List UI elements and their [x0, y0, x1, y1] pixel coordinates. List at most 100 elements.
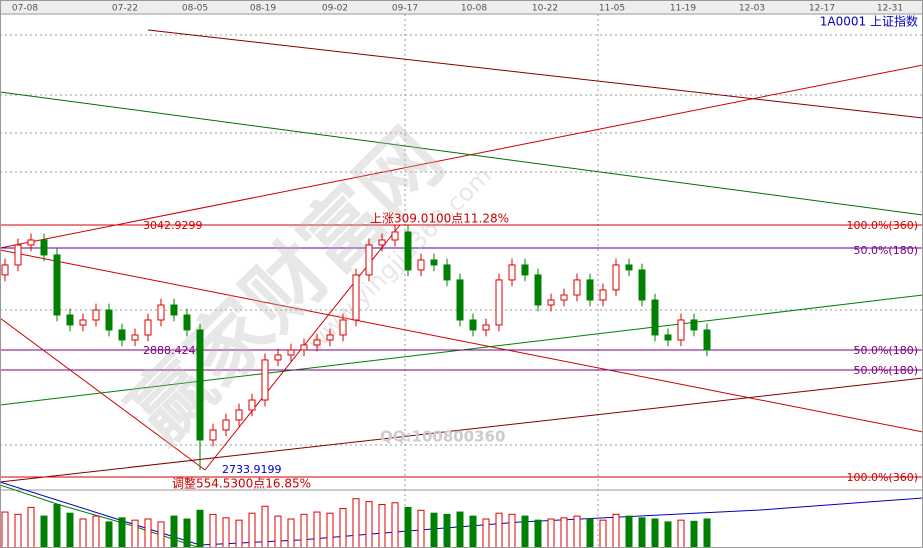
candle-body — [456, 279, 464, 321]
volume-bar — [66, 512, 74, 548]
candle-body — [430, 259, 438, 266]
candle-body — [339, 319, 347, 336]
volume-bar — [274, 515, 282, 548]
candle-body — [1, 264, 9, 276]
volume-bar — [417, 509, 425, 548]
volume-bar — [209, 513, 217, 548]
volume-bar — [352, 498, 360, 548]
volume-bar — [1, 511, 9, 548]
volume-bar — [677, 519, 685, 548]
candle-body — [196, 329, 204, 441]
fib-label: 100.0%(360) — [846, 471, 918, 484]
candle-body — [313, 339, 321, 346]
x-tick-label: 07-22 — [112, 4, 138, 14]
volume-bar — [92, 515, 100, 548]
x-tick-label: 11-05 — [599, 4, 625, 14]
volume-bar — [586, 518, 594, 548]
volume-bar — [157, 521, 165, 548]
x-tick-label: 12-03 — [739, 4, 765, 14]
trend-line — [0, 91, 923, 216]
candle-body — [352, 274, 360, 321]
volume-ma — [0, 484, 201, 548]
volume-bar — [664, 521, 672, 548]
candle-body — [638, 269, 646, 301]
fall-label: 调整554.5300点16.85% — [172, 476, 311, 491]
candle-body — [573, 279, 581, 296]
volume-bar — [690, 520, 698, 548]
price-label: 3042.9299 — [143, 219, 203, 232]
candle-body — [690, 319, 698, 331]
volume-bar — [287, 518, 295, 548]
candle-body — [534, 274, 542, 306]
candle-body — [378, 239, 386, 246]
volume-bar — [118, 517, 126, 548]
volume-bar — [482, 518, 490, 548]
volume-bar — [430, 512, 438, 548]
candle-body — [79, 319, 87, 326]
x-tick-label: 10-08 — [461, 4, 487, 14]
candle-body — [651, 299, 659, 336]
candle-body — [404, 231, 412, 271]
volume-bar — [703, 518, 711, 548]
volume-bar — [144, 518, 152, 548]
volume-bar — [183, 518, 191, 548]
candle-body — [365, 244, 373, 276]
volume-bar — [105, 521, 113, 548]
volume-bar — [547, 518, 555, 548]
candle-body — [183, 314, 191, 331]
candle-body — [482, 324, 490, 331]
candle-body — [209, 429, 217, 441]
volume-bar — [300, 513, 308, 548]
volume-bar — [261, 505, 269, 548]
trend-line — [0, 377, 923, 483]
fib-label: 50.0%(180) — [853, 244, 918, 257]
candle-body — [521, 264, 529, 276]
price-label: 2888.4249 — [143, 344, 203, 357]
symbol: 1A0001 上证指数 — [820, 14, 918, 29]
candle-body — [612, 264, 620, 291]
candle-body — [560, 294, 568, 301]
volume-bar — [14, 513, 22, 548]
qq-text: QQ:100800360 — [380, 428, 505, 446]
candle-body — [118, 329, 126, 341]
candle-body — [170, 304, 178, 316]
volume-bar — [313, 511, 321, 548]
volume-bar — [378, 504, 386, 548]
x-tick-label: 12-17 — [809, 4, 835, 14]
candle-body — [469, 319, 477, 331]
candle-body — [417, 259, 425, 271]
trend-line — [0, 249, 923, 433]
candle-body — [92, 309, 100, 321]
x-tick-label: 08-19 — [250, 4, 276, 14]
volume-bar — [651, 518, 659, 548]
candle-body — [326, 334, 334, 341]
candle-body — [66, 314, 74, 326]
volume-bar — [170, 515, 178, 548]
volume-bar — [638, 517, 646, 548]
volume-bar — [560, 517, 568, 548]
candle-body — [287, 349, 295, 356]
fib-label: 100.0%(360) — [846, 219, 918, 232]
volume-bar — [599, 519, 607, 548]
volume-bar — [612, 513, 620, 548]
fib-label: 50.0%(180) — [853, 344, 918, 357]
candle-body — [547, 299, 555, 306]
candle-body — [391, 231, 399, 241]
candle-body — [443, 264, 451, 281]
volume-bar — [40, 515, 48, 548]
x-tick-label: 10-22 — [532, 4, 558, 14]
candle-body — [14, 244, 22, 266]
x-tick-label: 07-08 — [12, 4, 38, 14]
annotations: 3042.9299 上涨309.0100点11.28% 100.0%(360) … — [143, 211, 918, 491]
volume-bar — [495, 512, 503, 548]
candle-body — [703, 329, 711, 351]
x-tick-label: 09-17 — [392, 4, 418, 14]
price-label: 2733.9199 — [222, 463, 282, 476]
candle-body — [677, 319, 685, 341]
candle-body — [235, 409, 243, 421]
volume-bar — [365, 501, 373, 548]
volume-bar — [469, 515, 477, 548]
